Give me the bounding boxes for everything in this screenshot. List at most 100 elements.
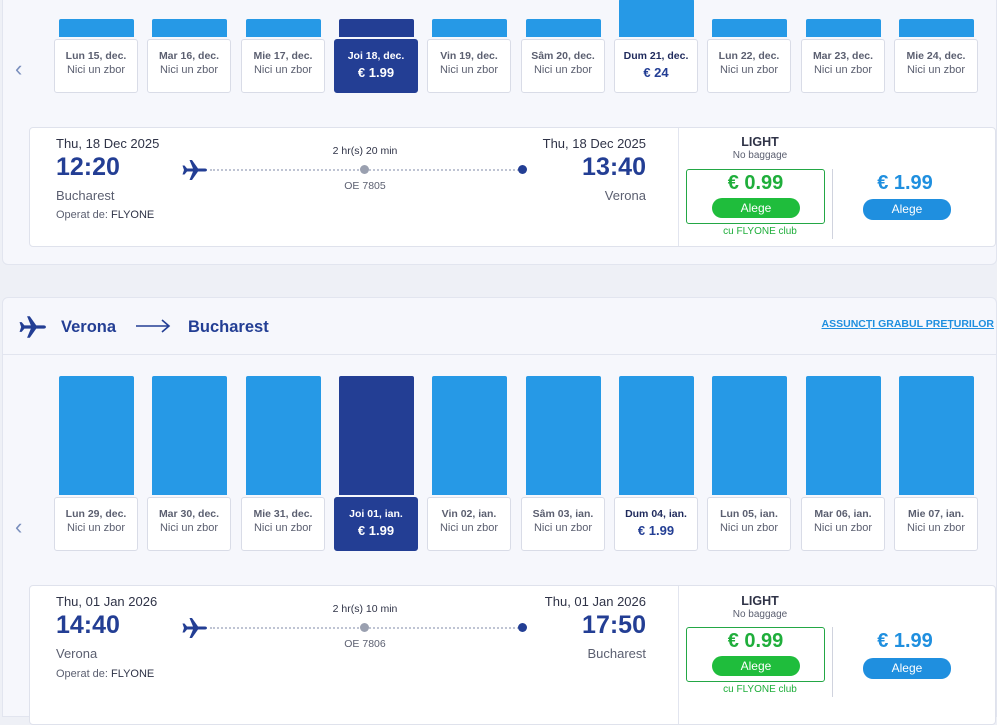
price-bar bbox=[246, 376, 321, 495]
no-flight-text: Nici un zbor bbox=[439, 522, 499, 534]
standard-price: € 1.99 bbox=[877, 172, 933, 194]
calendar-day[interactable]: Lun 29, dec. Nici un zbor bbox=[54, 497, 138, 551]
inbound-price-calendar: Lun 29, dec. Nici un zbor Mar 30, dec. Nici… bbox=[3, 298, 996, 558]
standard-price: € 1.99 bbox=[877, 630, 933, 652]
fare-subtitle: No baggage bbox=[732, 150, 788, 161]
day-label: Dum 04, ian. bbox=[625, 508, 687, 520]
club-fare-box: € 0.99 Alege bbox=[686, 627, 825, 682]
route-endpoint bbox=[518, 165, 527, 174]
outbound-price-calendar: Lun 15, dec. Nici un zbor Mar 16, dec. Nici… bbox=[3, 0, 996, 109]
no-flight-text: Nici un zbor bbox=[813, 522, 873, 534]
plane-icon bbox=[182, 160, 207, 180]
fare-divider bbox=[678, 586, 679, 724]
no-flight-text: Nici un zbor bbox=[719, 64, 779, 76]
calendar-day[interactable]: Mar 06, ian. Nici un zbor bbox=[801, 497, 885, 551]
price-bar bbox=[339, 376, 414, 495]
calendar-day[interactable]: Mie 31, dec. Nici un zbor bbox=[241, 497, 325, 551]
price-divider bbox=[832, 627, 833, 697]
club-note: cu FLYONE club bbox=[723, 226, 797, 237]
day-price: € 1.99 bbox=[357, 65, 395, 80]
price-bar bbox=[152, 19, 227, 37]
route-origin: Verona bbox=[61, 318, 117, 336]
operator-name: FLYONE bbox=[111, 209, 155, 221]
calendar-day[interactable]: Sâm 03, ian. Nici un zbor bbox=[521, 497, 605, 551]
select-club-fare-button[interactable]: Alege bbox=[712, 198, 800, 218]
select-club-fare-button[interactable]: Alege bbox=[712, 656, 800, 676]
day-price: € 1.99 bbox=[637, 523, 675, 538]
route-destination: Bucharest bbox=[188, 318, 269, 336]
calendar-day[interactable]: Mar 16, dec. Nici un zbor bbox=[147, 39, 231, 93]
day-label: Mar 30, dec. bbox=[158, 508, 220, 520]
arrow-right-icon bbox=[136, 319, 171, 333]
price-bar bbox=[899, 19, 974, 37]
day-label: Mie 31, dec. bbox=[253, 508, 313, 520]
day-label: Mie 07, ian. bbox=[907, 508, 965, 520]
calendar-day[interactable]: Lun 05, ian. Nici un zbor bbox=[707, 497, 791, 551]
calendar-day[interactable]: Lun 15, dec. Nici un zbor bbox=[54, 39, 138, 93]
calendar-day[interactable]: Vin 19, dec. Nici un zbor bbox=[427, 39, 511, 93]
price-bar bbox=[899, 376, 974, 495]
day-label: Vin 02, ian. bbox=[441, 508, 497, 520]
chevron-left-icon[interactable]: ‹ bbox=[15, 56, 23, 81]
departure-date: Thu, 18 Dec 2025 bbox=[56, 136, 160, 151]
club-price: € 0.99 bbox=[727, 630, 784, 652]
plane-icon bbox=[19, 316, 46, 338]
calendar-day[interactable]: Lun 22, dec. Nici un zbor bbox=[707, 39, 791, 93]
price-bar bbox=[339, 19, 414, 37]
operator-label: Operat de: bbox=[56, 668, 108, 680]
departure-city: Verona bbox=[56, 646, 98, 661]
day-label: Lun 29, dec. bbox=[65, 508, 127, 520]
day-label: Lun 15, dec. bbox=[65, 50, 127, 62]
flight-number: OE 7806 bbox=[344, 638, 386, 650]
arrival-date: Thu, 01 Jan 2026 bbox=[544, 594, 646, 609]
calendar-day[interactable]: Joi 18, dec. € 1.99 bbox=[334, 39, 418, 93]
route-midpoint bbox=[360, 165, 369, 174]
day-label: Dum 21, dec. bbox=[623, 50, 689, 62]
calendar-day[interactable]: Mar 30, dec. Nici un zbor bbox=[147, 497, 231, 551]
calendar-day[interactable]: Vin 02, ian. Nici un zbor bbox=[427, 497, 511, 551]
calendar-day[interactable]: Sâm 20, dec. Nici un zbor bbox=[521, 39, 605, 93]
calendar-day[interactable]: Joi 01, ian. € 1.99 bbox=[334, 497, 418, 551]
chevron-left-icon[interactable]: ‹ bbox=[15, 514, 23, 539]
day-label: Mie 24, dec. bbox=[906, 50, 966, 62]
departure-time: 12:20 bbox=[56, 153, 120, 181]
no-flight-text: Nici un zbor bbox=[719, 522, 779, 534]
day-label: Mar 16, dec. bbox=[158, 50, 220, 62]
day-label: Sâm 20, dec. bbox=[531, 50, 595, 62]
select-standard-fare-button[interactable]: Alege bbox=[863, 199, 951, 220]
price-bar bbox=[712, 376, 787, 495]
no-flight-text: Nici un zbor bbox=[66, 522, 126, 534]
calendar-day[interactable]: Mie 07, ian. Nici un zbor bbox=[894, 497, 978, 551]
hide-price-chart-link[interactable]: ASSUNCȚI GRABUL PREȚURILOR bbox=[821, 318, 994, 330]
price-bar bbox=[432, 19, 507, 37]
day-label: Sâm 03, ian. bbox=[532, 508, 594, 520]
day-label: Vin 19, dec. bbox=[440, 50, 498, 62]
calendar-day[interactable]: Mar 23, dec. Nici un zbor bbox=[801, 39, 885, 93]
price-bar bbox=[806, 376, 881, 495]
day-label: Joi 01, ian. bbox=[349, 508, 403, 520]
flight-duration: 2 hr(s) 20 min bbox=[332, 145, 398, 157]
fare-subtitle: No baggage bbox=[732, 609, 788, 620]
inbound-flight-card: Thu, 01 Jan 2026 14:40 Verona Operat de:… bbox=[29, 585, 996, 725]
inbound-panel: Verona Bucharest ASSUNCȚI GRABUL PREȚURI… bbox=[2, 297, 997, 725]
departure-date: Thu, 01 Jan 2026 bbox=[56, 594, 158, 609]
price-bar bbox=[152, 376, 227, 495]
no-flight-text: Nici un zbor bbox=[253, 64, 313, 76]
operator-info: Operat de: FLYONE bbox=[56, 209, 154, 221]
day-label: Lun 22, dec. bbox=[718, 50, 780, 62]
no-flight-text: Nici un zbor bbox=[66, 64, 126, 76]
no-flight-text: Nici un zbor bbox=[533, 522, 593, 534]
no-flight-text: Nici un zbor bbox=[253, 522, 313, 534]
day-label: Mie 17, dec. bbox=[253, 50, 313, 62]
day-price: € 1.99 bbox=[357, 523, 395, 538]
price-bar bbox=[246, 19, 321, 37]
day-label: Mar 06, ian. bbox=[814, 508, 872, 520]
calendar-day[interactable]: Dum 04, ian. € 1.99 bbox=[614, 497, 698, 551]
calendar-day[interactable]: Mie 17, dec. Nici un zbor bbox=[241, 39, 325, 93]
select-standard-fare-button[interactable]: Alege bbox=[863, 658, 951, 679]
calendar-day[interactable]: Mie 24, dec. Nici un zbor bbox=[894, 39, 978, 93]
departure-city: Bucharest bbox=[56, 188, 115, 203]
day-price: € 24 bbox=[643, 65, 669, 80]
calendar-day[interactable]: Dum 21, dec. € 24 bbox=[614, 39, 698, 93]
route-endpoint bbox=[518, 623, 527, 632]
